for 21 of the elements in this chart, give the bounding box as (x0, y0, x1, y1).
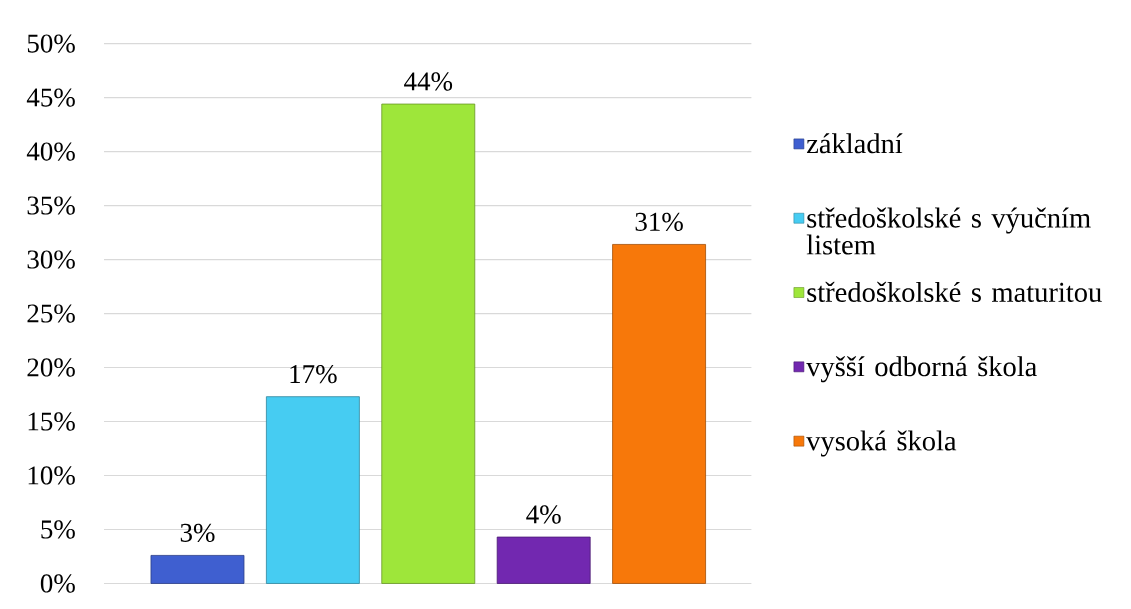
legend-label: vysoká škola (806, 430, 957, 457)
data-label: 4% (526, 505, 561, 524)
y-tick-label: 25% (27, 304, 75, 323)
y-tick-label: 5% (41, 520, 75, 539)
legend-label: středoškolské s maturitou (807, 281, 1102, 302)
data-label: 31% (635, 212, 683, 232)
y-tick-label: 20% (27, 358, 75, 377)
legend-label: základní (806, 133, 903, 154)
data-label: 44% (404, 72, 453, 91)
y-tick-label: 10% (28, 466, 75, 485)
y-tick-label: 35% (27, 196, 75, 215)
data-label: 3% (180, 523, 215, 543)
data-label: 17% (290, 364, 337, 384)
y-tick-label: 0% (40, 574, 75, 593)
y-tick-label: 40% (26, 142, 75, 161)
y-tick-label: 45% (26, 88, 75, 107)
legend-label: středoškolské s výučním listem (806, 207, 1091, 255)
legend-label: vyšší odborná škola (806, 356, 1037, 383)
y-tick-label: 30% (27, 250, 75, 269)
y-tick-label: 15% (28, 412, 75, 431)
y-tick-label: 50% (27, 34, 75, 53)
